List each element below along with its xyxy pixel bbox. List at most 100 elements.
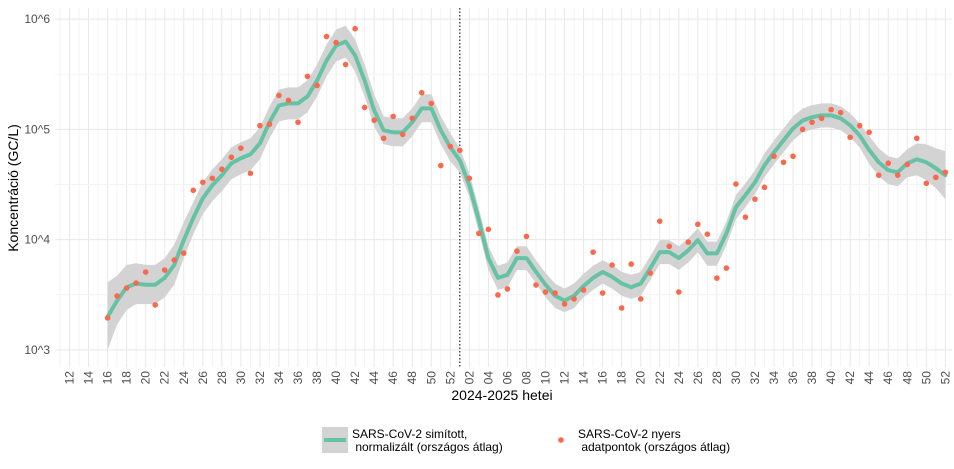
legend-key: [322, 427, 348, 453]
data-point: [123, 285, 130, 291]
data-point: [685, 239, 692, 245]
data-point: [618, 305, 625, 311]
x-tick-label: 52: [938, 371, 952, 385]
data-point: [238, 145, 244, 151]
data-point: [866, 129, 872, 136]
x-tick-label: 12: [63, 371, 77, 385]
data-point: [894, 172, 901, 178]
data-point: [257, 122, 263, 129]
data-point: [733, 181, 739, 187]
data-point: [809, 119, 815, 126]
data-point: [104, 315, 111, 321]
data-point: [495, 292, 501, 298]
data-point: [637, 296, 644, 302]
data-point: [447, 143, 454, 150]
x-tick-label: 06: [500, 371, 514, 385]
data-point: [276, 92, 282, 99]
data-point: [714, 275, 720, 281]
legend-label: SARS-CoV-2 simított, normalizált (ország…: [352, 427, 503, 454]
grid: [55, 8, 952, 367]
y-tick-label: 10^4: [24, 233, 50, 247]
x-tick-label: 28: [215, 371, 229, 385]
data-point: [542, 289, 549, 295]
x-tick-label: 46: [386, 371, 400, 385]
data-point: [818, 115, 825, 122]
x-tick-label: 04: [481, 371, 495, 385]
data-point: [352, 25, 358, 32]
x-tick-label: 52: [443, 371, 457, 385]
data-point: [599, 290, 606, 296]
data-point: [361, 104, 368, 111]
data-point: [466, 175, 473, 182]
y-tick-label: 10^3: [24, 343, 50, 357]
x-tick-label: 24: [672, 371, 686, 385]
data-point: [704, 231, 711, 238]
data-point: [266, 121, 273, 128]
data-point: [418, 89, 425, 96]
data-point: [323, 33, 330, 40]
x-tick-label: 16: [596, 371, 610, 385]
data-point: [228, 154, 235, 161]
data-point: [457, 147, 463, 154]
x-tick-label: 34: [767, 371, 781, 385]
x-tick-label: 28: [710, 371, 724, 385]
chart: 2024-2025 hetei Koncentráció (GC/L) 10^3…: [5, 8, 952, 403]
data-point: [485, 226, 492, 233]
data-point: [428, 100, 435, 107]
x-tick-label: 08: [519, 371, 533, 385]
x-tick-label: 22: [158, 371, 172, 385]
data-point: [799, 126, 806, 133]
x-tick-label: 50: [919, 371, 933, 385]
x-tick-label: 18: [615, 371, 629, 385]
data-point: [514, 248, 520, 254]
x-tick-label: 32: [748, 371, 762, 385]
data-point: [161, 267, 168, 273]
y-tick-label: 10^6: [24, 12, 50, 26]
data-point: [190, 187, 197, 194]
data-point: [790, 153, 796, 160]
smoothed-line: [105, 39, 948, 319]
data-point: [180, 250, 187, 256]
x-tick-label: 42: [348, 371, 362, 385]
data-point: [247, 170, 254, 177]
data-point: [409, 115, 416, 122]
x-tick-label: 10: [539, 371, 553, 385]
x-tick-label: 20: [634, 371, 648, 385]
data-point: [380, 135, 387, 142]
data-point: [875, 172, 882, 178]
x-tick-label: 38: [310, 371, 324, 385]
data-point: [371, 117, 377, 124]
data-point: [438, 162, 444, 169]
data-point: [304, 73, 311, 80]
data-point: [761, 184, 768, 191]
x-tick-label: 14: [577, 371, 591, 385]
data-point: [523, 233, 530, 240]
data-point: [933, 174, 939, 181]
x-tick-label: 36: [786, 371, 800, 385]
data-point: [942, 169, 949, 176]
y-tick-label: 10^5: [24, 122, 50, 136]
x-tick-label: 36: [291, 371, 305, 385]
data-point: [885, 160, 892, 167]
x-tick-label: 38: [805, 371, 819, 385]
data-point: [476, 230, 482, 237]
x-tick-label: 14: [82, 371, 96, 385]
data-point: [219, 166, 225, 173]
x-tick-label: 26: [691, 371, 705, 385]
data-point: [847, 134, 853, 141]
data-point: [533, 282, 539, 288]
x-tick-label: 02: [462, 371, 476, 385]
data-point: [609, 262, 615, 268]
data-point: [200, 179, 206, 186]
x-tick-label: 40: [329, 371, 343, 385]
legend-label: SARS-CoV-2 nyers adatpontok (országos át…: [578, 427, 731, 454]
data-point: [314, 82, 320, 89]
x-tick-label: 40: [824, 371, 838, 385]
data-point: [142, 269, 149, 275]
data-point: [752, 196, 758, 202]
x-axis-title: 2024-2025 hetei: [451, 387, 552, 403]
data-point: [695, 221, 701, 228]
x-tick-label: 30: [729, 371, 743, 385]
